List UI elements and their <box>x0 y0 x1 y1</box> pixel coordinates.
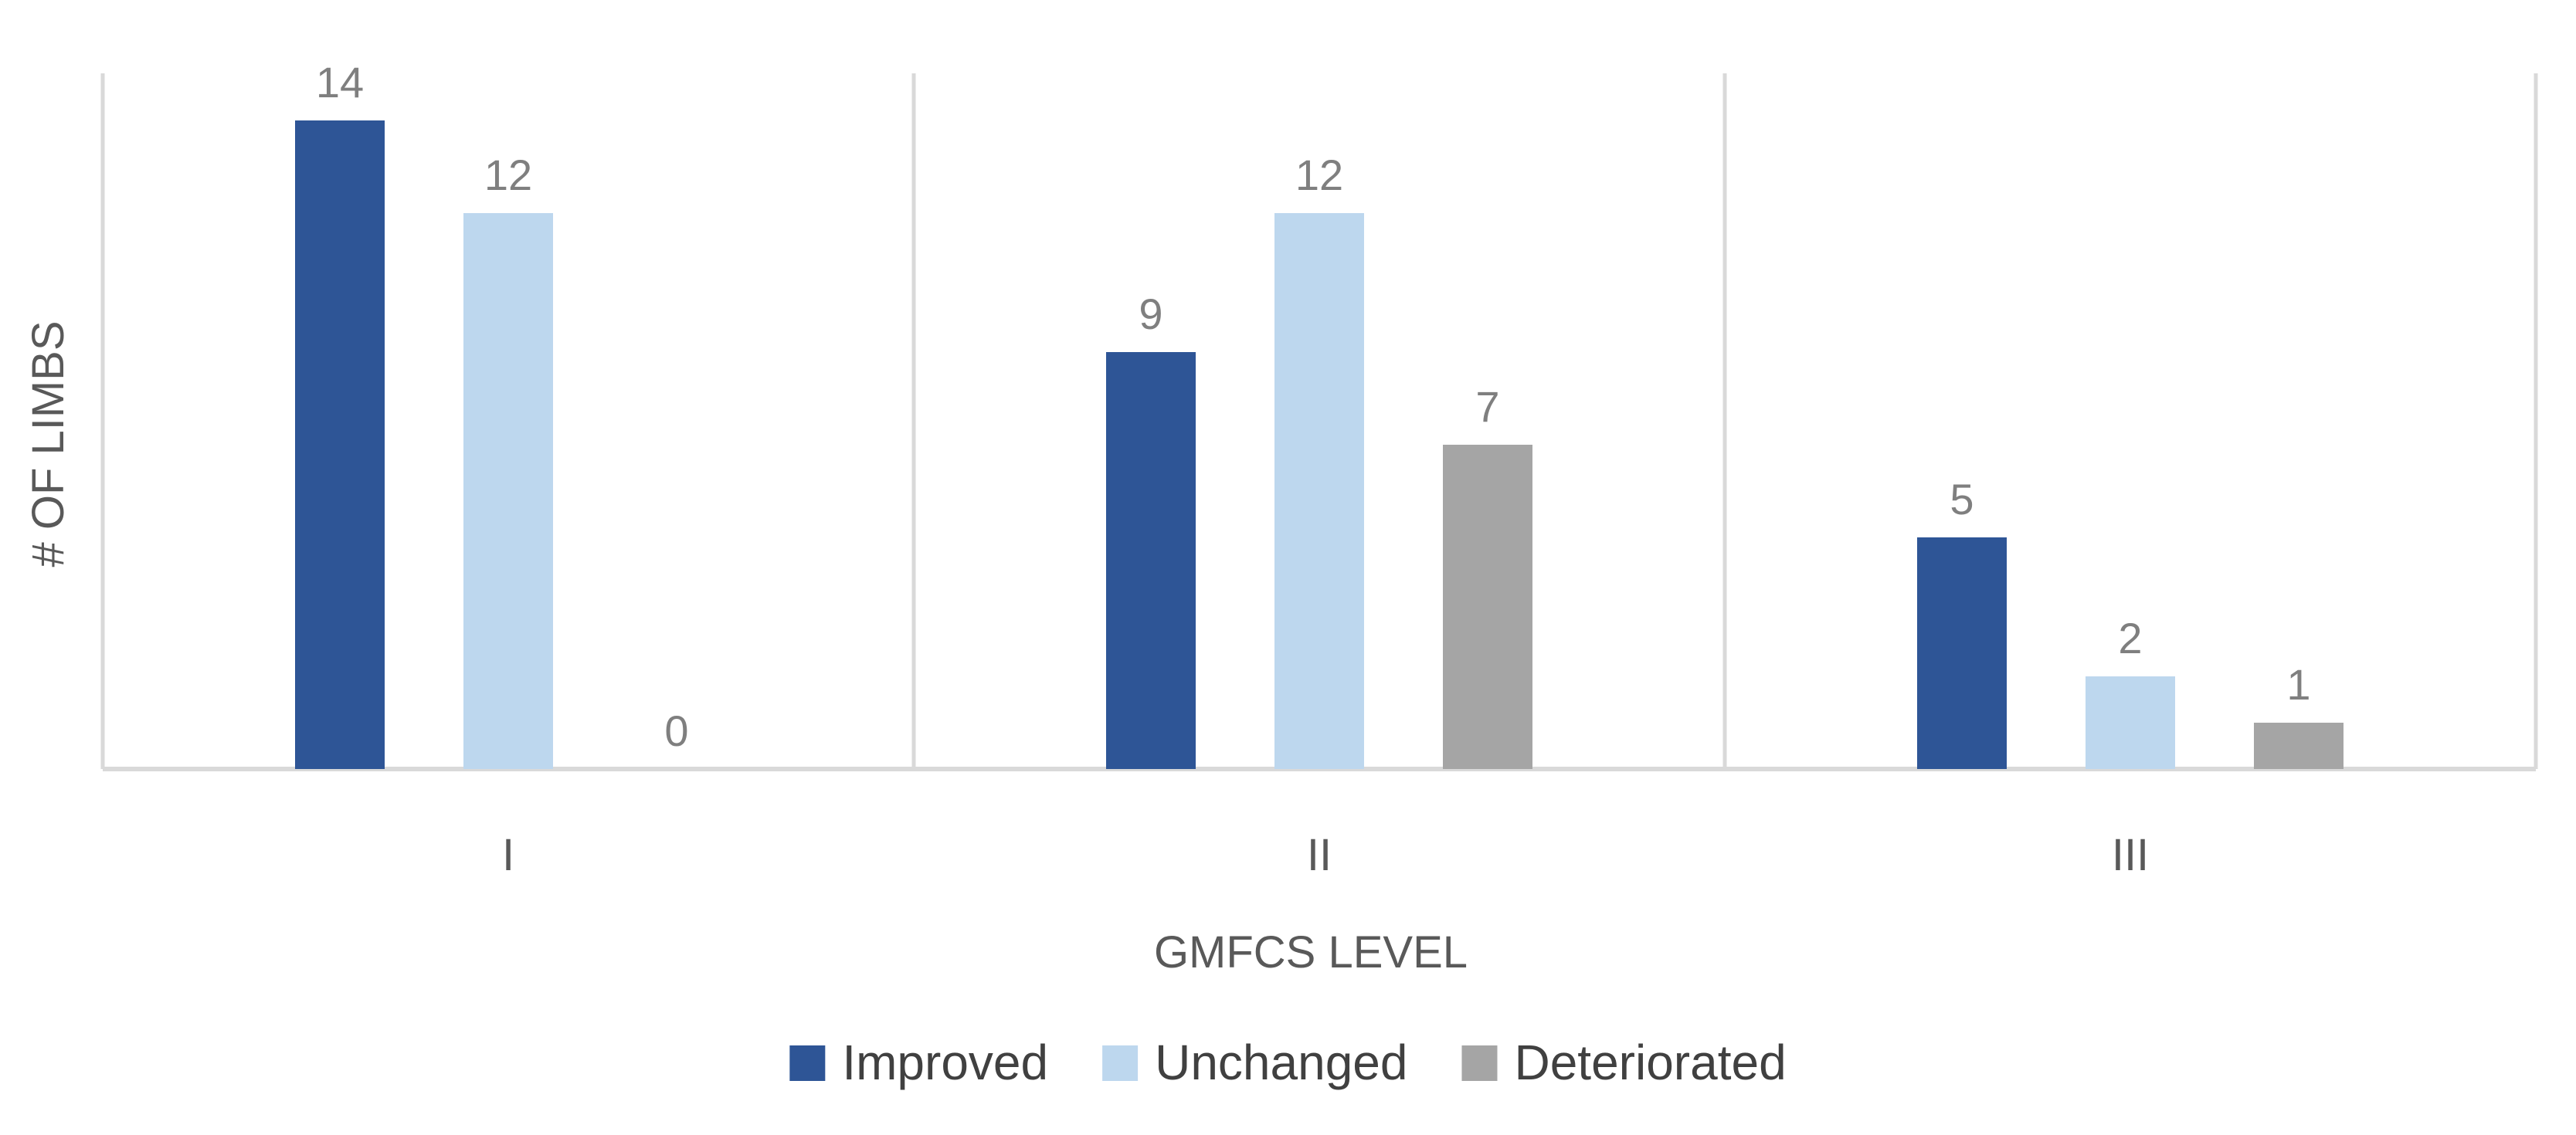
data-label: 9 <box>1139 290 1162 338</box>
legend-label-improved: Improved <box>842 1035 1048 1090</box>
data-label: 2 <box>2118 614 2142 662</box>
legend-label-deteriorated: Deteriorated <box>1514 1035 1786 1090</box>
y-axis-title: # OF LIMBS <box>23 320 73 567</box>
data-label: 12 <box>484 151 532 199</box>
data-label: 14 <box>316 58 364 107</box>
data-label: 12 <box>1295 151 1343 199</box>
bar-deteriorated-iii <box>2254 723 2344 769</box>
plot-area: 14 12 0 I 9 12 7 II 5 2 1 III <box>100 58 2538 880</box>
data-label: 0 <box>664 706 688 755</box>
bar-unchanged-iii <box>2086 676 2175 769</box>
legend-swatch-deteriorated <box>1461 1045 1498 1081</box>
bar-improved-iii <box>1917 537 2007 769</box>
x-tick-label: I <box>502 830 514 880</box>
bar-improved-i <box>295 120 385 769</box>
legend-swatch-unchanged <box>1102 1045 1139 1081</box>
data-label: 5 <box>1950 475 1974 523</box>
bar-unchanged-i <box>463 213 553 769</box>
x-axis-title: GMFCS LEVEL <box>1154 927 1468 977</box>
x-tick-label: III <box>2112 830 2149 880</box>
legend: Improved Unchanged Deteriorated <box>789 1035 1787 1090</box>
bar-deteriorated-ii <box>1443 445 1532 769</box>
legend-label-unchanged: Unchanged <box>1155 1035 1407 1090</box>
legend-swatch-improved <box>789 1045 826 1081</box>
bar-unchanged-ii <box>1274 213 1364 769</box>
data-label: 7 <box>1475 382 1499 431</box>
data-label: 1 <box>2286 660 2310 709</box>
x-tick-label: II <box>1307 830 1332 880</box>
bar-improved-ii <box>1106 352 1196 769</box>
